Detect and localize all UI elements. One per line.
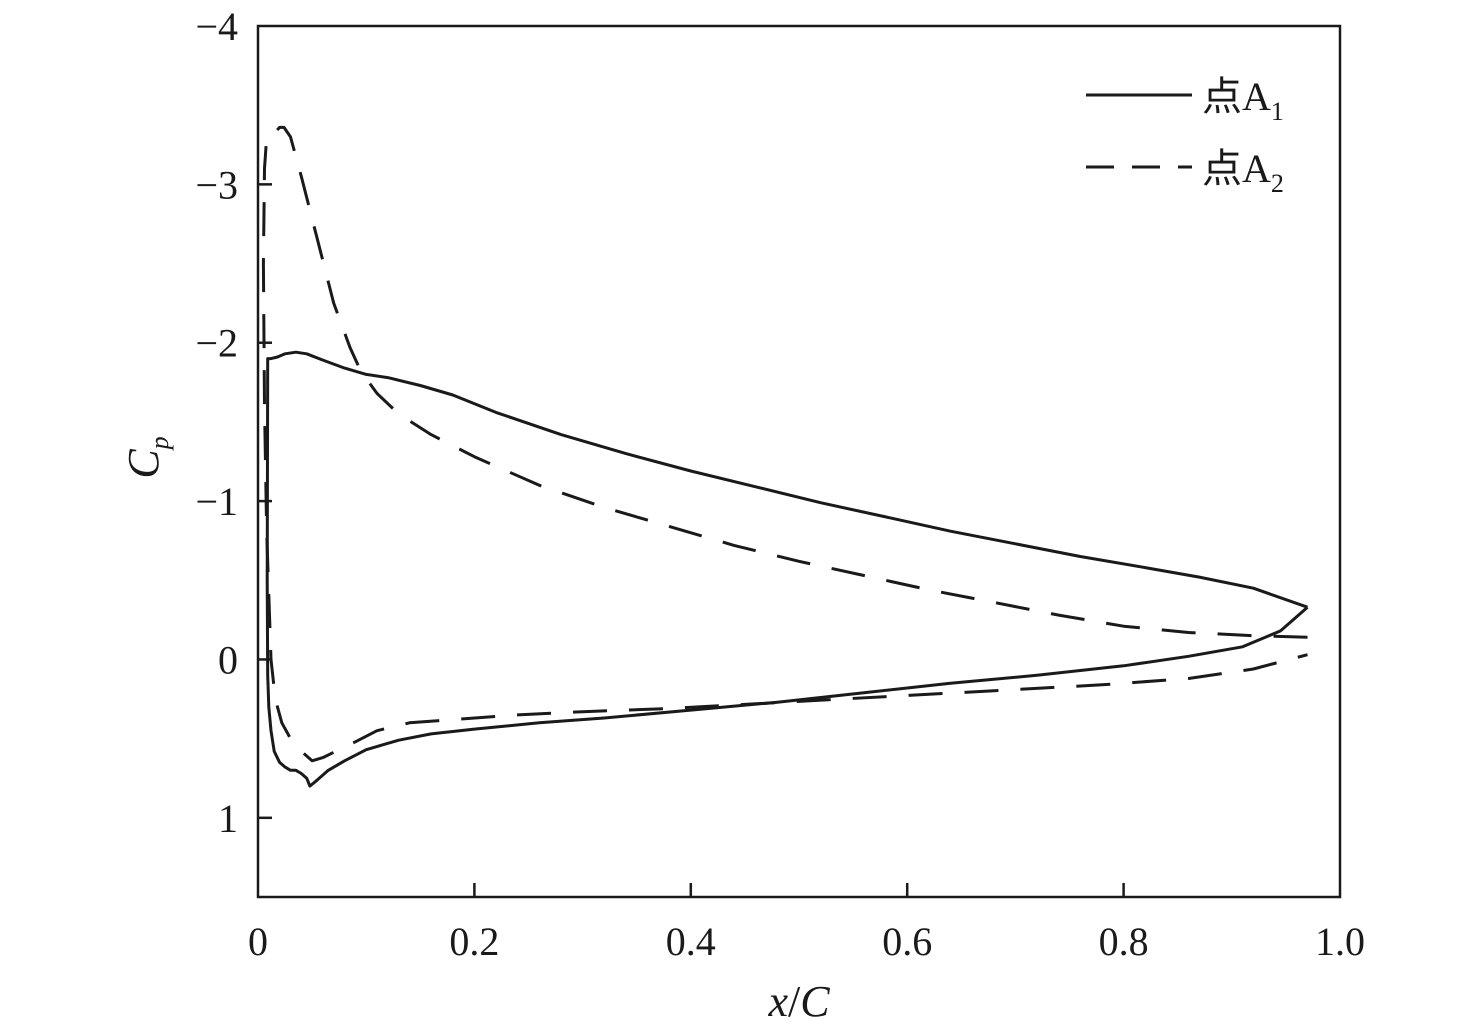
- plot-frame: [256, 24, 1342, 899]
- x-tick-label: 0.2: [449, 919, 499, 964]
- y-tick-label: 1: [218, 796, 238, 841]
- x-axis-label: x/C: [767, 977, 830, 1026]
- legend-entry-a2: 点A2: [1202, 146, 1284, 198]
- y-tick-label: −2: [195, 321, 238, 366]
- x-tick-label: 0: [248, 919, 268, 964]
- x-tick-label: 1.0: [1315, 919, 1365, 964]
- y-axis-ticks: −4 −3 −2 −1 0 1: [195, 4, 272, 841]
- y-tick-label: −4: [195, 4, 238, 49]
- y-tick-label: −1: [195, 479, 238, 524]
- legend: 点A1 点A2: [1086, 74, 1284, 198]
- legend-entry-a1: 点A1: [1202, 74, 1284, 126]
- y-tick-label: −3: [195, 162, 238, 207]
- x-tick-label: 0.6: [882, 919, 932, 964]
- y-axis-label: Cp: [119, 436, 174, 478]
- x-tick-label: 0.4: [666, 919, 716, 964]
- y-tick-label: 0: [218, 637, 238, 682]
- x-axis-ticks: 0 0.2 0.4 0.6 0.8 1.0: [248, 883, 1365, 964]
- series-group: [261, 125, 1309, 788]
- series-line-2: [261, 125, 1308, 763]
- x-tick-label: 0.8: [1099, 919, 1149, 964]
- series-line-1: [265, 350, 1309, 788]
